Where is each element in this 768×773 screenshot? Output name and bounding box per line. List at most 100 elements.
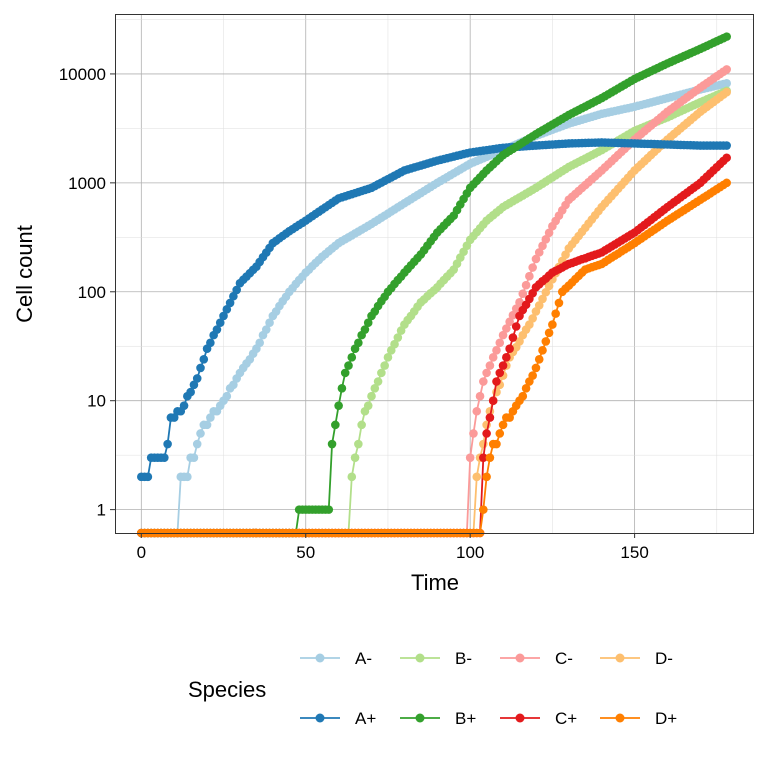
data-point bbox=[472, 472, 482, 482]
data-point bbox=[347, 353, 357, 362]
data-point bbox=[722, 79, 731, 88]
data-point bbox=[538, 241, 547, 251]
y-axis-label: Cell count bbox=[12, 225, 37, 323]
legend-label: A- bbox=[355, 649, 372, 668]
plot-area bbox=[137, 32, 731, 538]
legend-item-A+: A+ bbox=[300, 709, 376, 728]
data-point bbox=[390, 339, 399, 349]
legend-item-B-: B- bbox=[400, 649, 472, 668]
data-point bbox=[492, 346, 501, 355]
data-point bbox=[196, 363, 205, 373]
data-point bbox=[505, 413, 514, 422]
data-point bbox=[479, 377, 488, 386]
legend-key-point bbox=[315, 713, 325, 723]
y-tick-label: 10 bbox=[87, 392, 106, 411]
data-point bbox=[479, 505, 488, 514]
data-point bbox=[212, 325, 222, 334]
data-point bbox=[488, 353, 498, 362]
data-point bbox=[377, 368, 386, 378]
data-point bbox=[528, 263, 537, 272]
data-point bbox=[508, 310, 518, 320]
data-point bbox=[354, 439, 363, 449]
data-point bbox=[498, 420, 508, 430]
data-point bbox=[722, 32, 731, 41]
x-axis-label: Time bbox=[411, 570, 459, 595]
data-point bbox=[534, 354, 544, 364]
data-point bbox=[370, 383, 380, 393]
data-point bbox=[334, 401, 343, 410]
legend-label: C- bbox=[555, 649, 573, 668]
data-point bbox=[482, 429, 491, 438]
data-point bbox=[169, 413, 179, 422]
data-point bbox=[465, 453, 475, 462]
data-point bbox=[498, 361, 508, 370]
legend-key-point bbox=[515, 713, 525, 723]
data-point bbox=[206, 338, 215, 348]
data-point bbox=[331, 420, 340, 430]
data-point bbox=[544, 228, 554, 238]
legend-title: Species bbox=[188, 677, 266, 702]
legend-key-point bbox=[615, 713, 625, 723]
data-point bbox=[347, 472, 357, 482]
data-point bbox=[222, 391, 232, 401]
legend-item-D-: D- bbox=[600, 649, 673, 668]
legend-item-C-: C- bbox=[500, 649, 573, 668]
data-point bbox=[722, 153, 731, 163]
legend-item-D+: D+ bbox=[600, 709, 677, 728]
data-point bbox=[528, 314, 537, 323]
data-point bbox=[521, 280, 531, 290]
data-point bbox=[225, 298, 235, 308]
data-point bbox=[551, 309, 560, 318]
data-point bbox=[722, 65, 731, 74]
legend-label: B- bbox=[455, 649, 472, 668]
data-point bbox=[393, 333, 403, 342]
data-point bbox=[538, 294, 547, 304]
legend-item-A-: A- bbox=[300, 649, 372, 668]
data-point bbox=[495, 338, 505, 348]
data-point bbox=[554, 298, 564, 308]
data-point bbox=[528, 371, 537, 380]
data-point bbox=[255, 338, 265, 348]
data-point bbox=[544, 281, 554, 291]
legend-key-point bbox=[415, 653, 425, 663]
data-point bbox=[261, 325, 271, 334]
data-point bbox=[186, 387, 195, 397]
legend-key-point bbox=[415, 713, 425, 723]
data-point bbox=[722, 178, 731, 188]
data-point bbox=[337, 383, 347, 393]
legend-key-point bbox=[515, 653, 525, 663]
data-point bbox=[521, 383, 531, 393]
data-point bbox=[482, 368, 491, 378]
data-point bbox=[495, 368, 505, 378]
data-point bbox=[265, 318, 274, 328]
data-point bbox=[475, 391, 485, 401]
data-point bbox=[469, 429, 478, 438]
data-point bbox=[179, 401, 189, 410]
data-point bbox=[143, 472, 153, 482]
x-tick-label: 100 bbox=[456, 543, 484, 562]
data-point bbox=[232, 285, 241, 295]
data-point bbox=[538, 346, 547, 355]
data-point bbox=[485, 413, 495, 422]
legend-label: D+ bbox=[655, 709, 677, 728]
data-point bbox=[511, 304, 521, 313]
data-point bbox=[340, 368, 350, 378]
data-point bbox=[498, 330, 508, 340]
data-point bbox=[531, 254, 541, 264]
data-point bbox=[324, 505, 334, 514]
data-point bbox=[505, 317, 514, 327]
data-point bbox=[344, 361, 353, 370]
series-line bbox=[141, 157, 728, 534]
data-point bbox=[354, 338, 363, 348]
data-point bbox=[508, 333, 518, 342]
data-point bbox=[183, 472, 192, 482]
y-tick-label: 100 bbox=[78, 283, 106, 302]
data-point bbox=[541, 337, 551, 346]
data-point bbox=[525, 271, 534, 281]
data-point bbox=[383, 353, 393, 362]
y-tick-label: 1000 bbox=[68, 174, 106, 193]
legend: A- B- C- D- A+ B+ C+ D+ bbox=[300, 649, 677, 728]
x-tick-label: 150 bbox=[620, 543, 648, 562]
data-point bbox=[541, 235, 551, 244]
data-point bbox=[515, 337, 524, 346]
